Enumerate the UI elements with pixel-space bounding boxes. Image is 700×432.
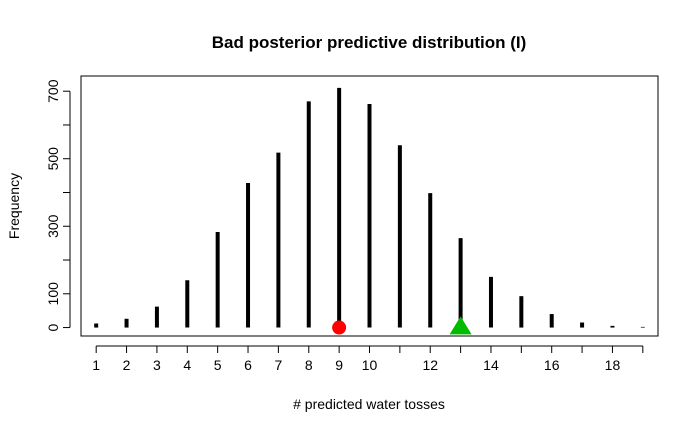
observed-circle-marker bbox=[332, 320, 347, 335]
x-tick-label: 18 bbox=[605, 357, 621, 373]
chart-title: Bad posterior predictive distribution (I… bbox=[212, 33, 527, 52]
x-tick-label: 6 bbox=[244, 357, 252, 373]
y-tick-label: 700 bbox=[45, 79, 61, 103]
markers bbox=[332, 316, 472, 335]
bars bbox=[94, 87, 645, 328]
y-tick-label: 100 bbox=[45, 282, 61, 306]
y-tick-label: 0 bbox=[45, 323, 61, 331]
x-tick-label: 16 bbox=[544, 357, 560, 373]
x-axis: 1 2 3 4 5 6 7 8 9 10 12 14 16 18 bbox=[92, 345, 644, 373]
x-tick-label: 4 bbox=[183, 357, 191, 373]
x-axis-label: # predicted water tosses bbox=[293, 396, 445, 412]
x-tick-label: 12 bbox=[422, 357, 438, 373]
x-tick-label: 14 bbox=[483, 357, 499, 373]
y-tick-label: 300 bbox=[45, 214, 61, 238]
x-tick-label: 2 bbox=[123, 357, 131, 373]
x-tick-label: 7 bbox=[274, 357, 282, 373]
x-tick-label: 3 bbox=[153, 357, 161, 373]
triangle-marker bbox=[449, 316, 472, 335]
x-tick-label: 1 bbox=[92, 357, 100, 373]
x-tick-label: 5 bbox=[214, 357, 222, 373]
y-axis-label: Frequency bbox=[6, 173, 22, 239]
plot-frame bbox=[80, 75, 659, 337]
y-axis: 0 100 300 500 700 bbox=[45, 79, 71, 331]
x-tick-label: 8 bbox=[305, 357, 313, 373]
y-tick-label: 500 bbox=[45, 147, 61, 171]
x-tick-label: 9 bbox=[335, 357, 343, 373]
x-tick-label: 10 bbox=[362, 357, 378, 373]
